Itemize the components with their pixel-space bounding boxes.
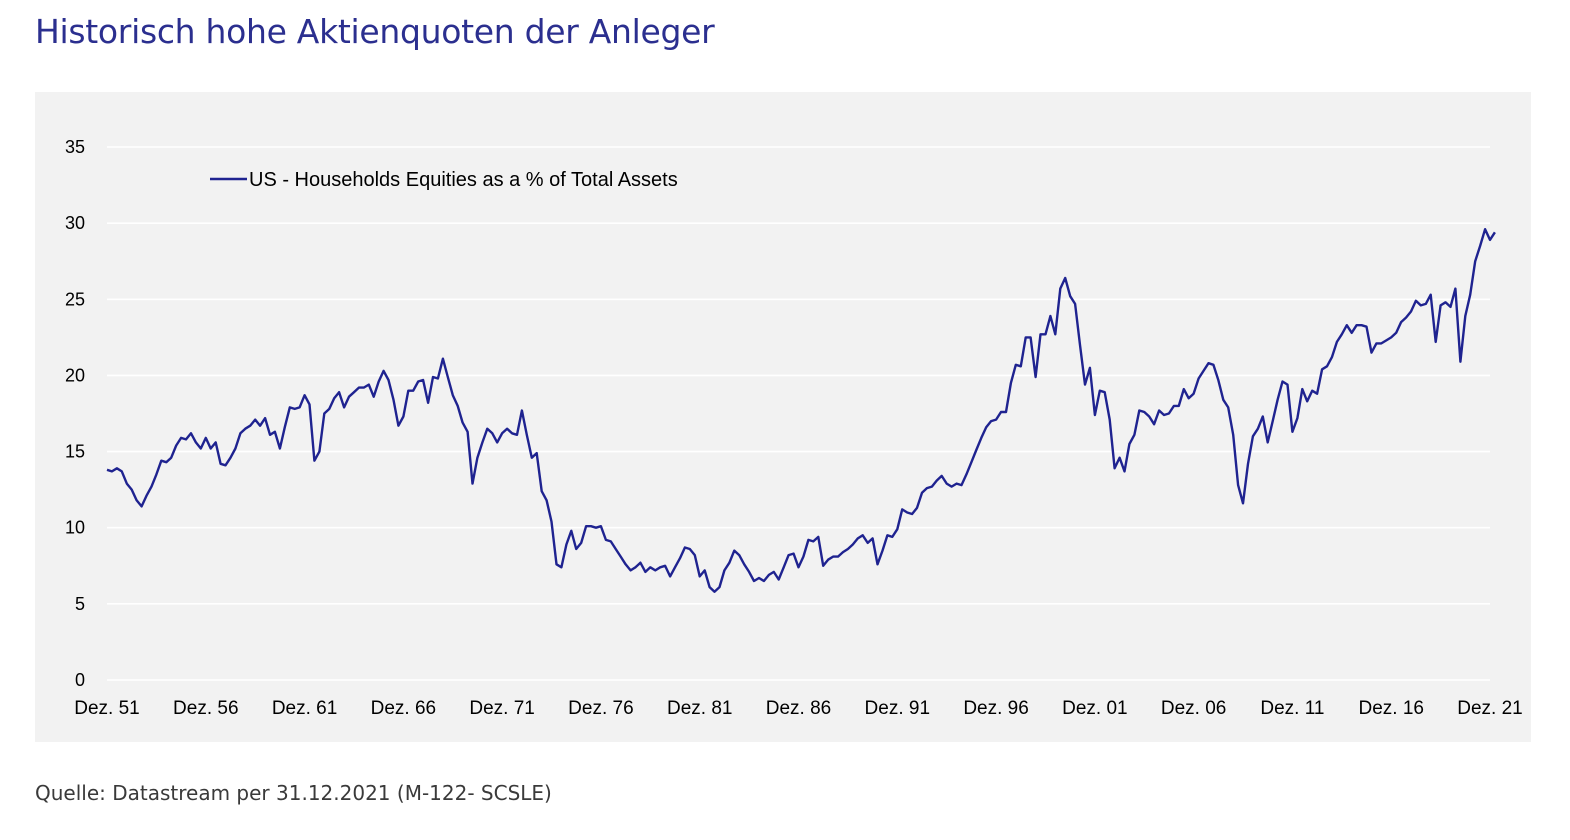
x-tick-label: Dez. 86 [766,698,831,719]
page-title: Historisch hohe Aktienquoten der Anleger [35,12,715,51]
gridlines [107,146,1490,681]
x-tick-label: Dez. 96 [963,698,1028,719]
x-tick-label: Dez. 06 [1161,698,1226,719]
x-tick-label: Dez. 91 [865,698,930,719]
y-tick-label: 30 [65,213,85,233]
x-tick-label: Dez. 71 [469,698,534,719]
y-tick-label: 10 [65,518,85,538]
y-tick-label: 25 [65,289,85,309]
x-tick-label: Dez. 56 [173,698,238,719]
x-tick-label: Dez. 21 [1457,698,1522,719]
x-tick-label: Dez. 66 [371,698,436,719]
legend-label: US - Households Equities as a % of Total… [249,169,678,191]
x-axis-ticks: Dez. 51 Dez. 56 Dez. 61 Dez. 66 Dez. 71 Dez. … [74,698,1522,719]
x-tick-label: Dez. 76 [568,698,633,719]
y-tick-label: 20 [65,365,85,385]
x-tick-label: Dez. 61 [272,698,337,719]
source-note: Quelle: Datastream per 31.12.2021 (M-122… [35,781,552,805]
x-tick-label: Dez. 01 [1062,698,1127,719]
y-tick-label: 0 [75,670,85,690]
y-tick-label: 35 [65,137,85,157]
series-layer [106,227,1496,593]
x-tick-label: Dez. 11 [1260,698,1324,719]
y-tick-label: 5 [75,594,85,614]
x-tick-label: Dez. 16 [1358,698,1423,719]
x-tick-label: Dez. 51 [74,698,139,719]
legend: US - Households Equities as a % of Total… [210,169,678,191]
series-line-0 [106,227,1496,593]
y-tick-label: 15 [65,442,85,462]
y-axis-ticks: 0 5 10 15 20 25 30 35 [65,137,85,690]
x-tick-label: Dez. 81 [667,698,732,719]
chart-panel: 0 5 10 15 20 25 30 35 Dez. 51 Dez. 56 Dez. 61 Dez.… [35,92,1531,742]
